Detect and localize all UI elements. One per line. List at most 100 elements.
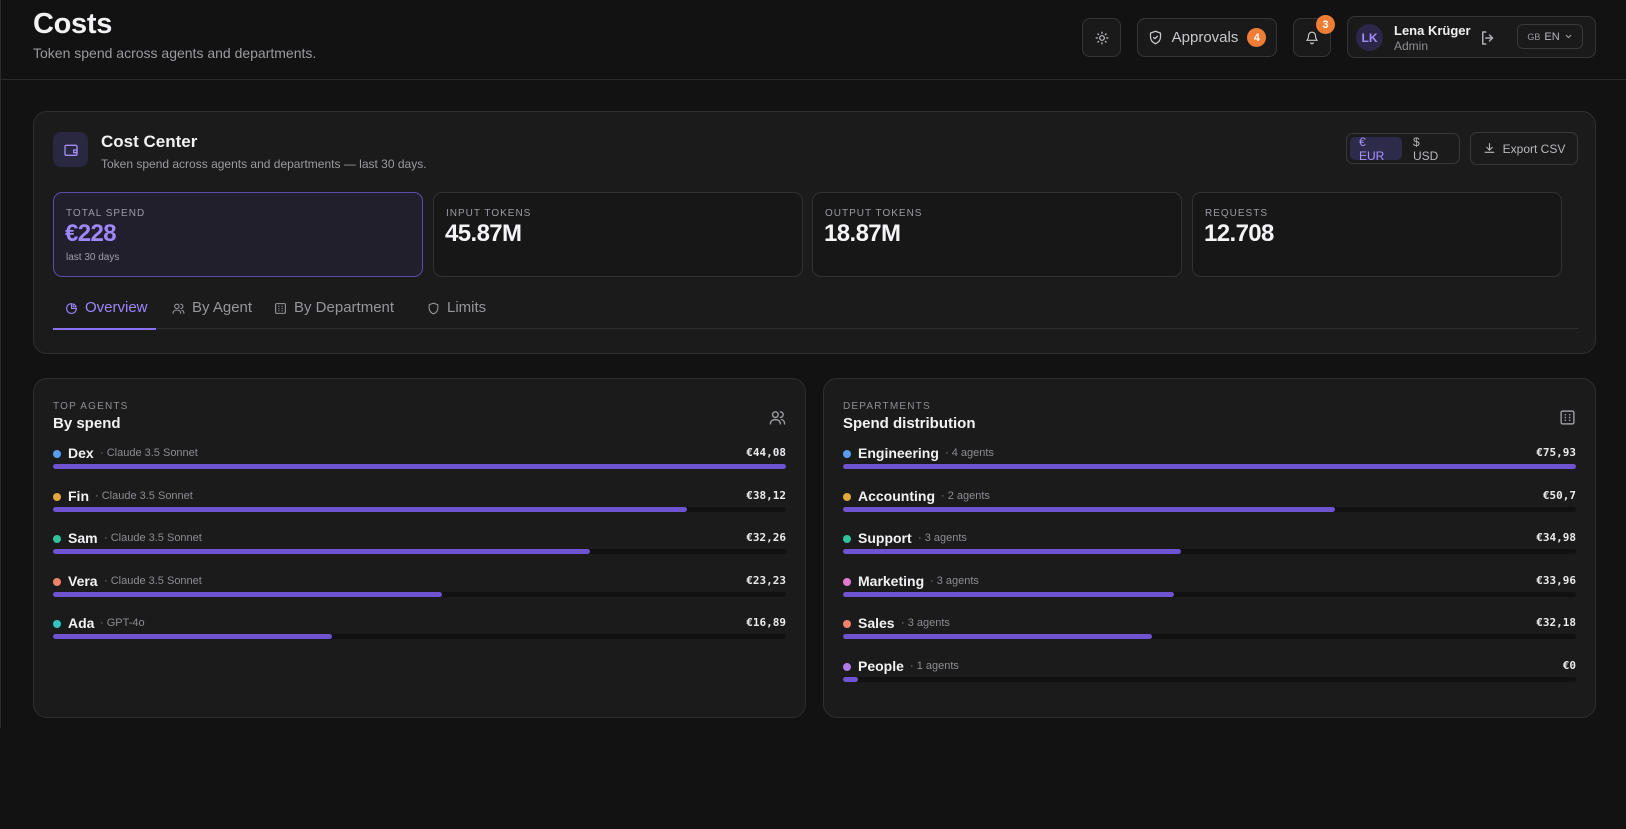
row-name: Fin xyxy=(68,487,89,504)
color-dot xyxy=(53,450,61,458)
panel-eyebrow: DEPARTMENTS xyxy=(843,401,931,412)
color-dot xyxy=(53,577,61,586)
building-icon xyxy=(275,303,286,314)
cost-tabs: Overview By Agent By Department Limits xyxy=(53,295,1578,330)
currency-eur-button[interactable]: € EUR xyxy=(1350,135,1402,163)
shield-check-icon xyxy=(1149,30,1161,45)
row-amount: €16,89 xyxy=(746,616,786,629)
progress-fill xyxy=(53,634,332,639)
agent-row[interactable]: Fin · Claude 3.5 Sonnet €38,12 xyxy=(53,488,786,524)
shield-icon xyxy=(428,302,439,315)
page-header: Costs Token spend across agents and depa… xyxy=(0,0,1626,80)
tab-limits[interactable]: Limits xyxy=(427,295,486,329)
currency-toggle: € EUR $ USD xyxy=(1346,133,1460,164)
agent-row[interactable]: Ada · GPT-4o €16,89 xyxy=(53,615,786,651)
color-dot xyxy=(53,620,61,628)
user-name: Lena Krüger xyxy=(1394,23,1471,38)
tab-overview[interactable]: Overview xyxy=(53,295,156,330)
users-icon xyxy=(172,303,185,314)
notifications-button[interactable]: 3 xyxy=(1293,15,1335,57)
page-subtitle: Token spend across agents and department… xyxy=(33,45,317,61)
row-meta: · 2 agents xyxy=(941,489,990,502)
color-dot xyxy=(843,620,851,628)
row-meta: · 1 agents xyxy=(910,659,959,672)
progress-fill xyxy=(53,549,590,554)
stat-label: INPUT TOKENS xyxy=(446,208,532,219)
users-icon xyxy=(769,411,786,425)
stat-value: €228 xyxy=(65,220,117,247)
progress-track xyxy=(843,549,1576,554)
stat-label: REQUESTS xyxy=(1205,208,1269,219)
cost-center-panel: Cost Center Token spend across agents an… xyxy=(33,111,1596,354)
color-dot xyxy=(53,535,61,543)
row-amount: €0 xyxy=(1562,658,1576,672)
stat-total-spend[interactable]: TOTAL SPEND €228 last 30 days xyxy=(53,192,423,277)
department-row[interactable]: Sales · 3 agents €32,18 xyxy=(843,615,1576,651)
tab-label: Limits xyxy=(447,299,487,316)
row-meta: · 3 agents xyxy=(930,574,979,587)
tab-label: By Department xyxy=(294,299,395,316)
row-name: Sam xyxy=(68,530,98,546)
progress-track xyxy=(843,464,1576,469)
chevron-down-icon xyxy=(1565,34,1571,39)
progress-track xyxy=(53,591,786,597)
stat-requests: REQUESTS 12.708 xyxy=(1192,192,1562,277)
export-csv-button[interactable]: Export CSV xyxy=(1470,132,1578,165)
notifications-count-badge: 3 xyxy=(1316,15,1335,34)
theme-toggle-button[interactable] xyxy=(1082,18,1121,57)
progress-fill xyxy=(843,676,858,682)
building-icon xyxy=(1560,410,1575,425)
stat-input-tokens: INPUT TOKENS 45.87M xyxy=(433,192,803,277)
wallet-icon xyxy=(53,132,88,167)
progress-fill xyxy=(53,464,786,469)
color-dot xyxy=(843,577,851,586)
download-icon xyxy=(1484,143,1495,153)
export-csv-label: Export CSV xyxy=(1502,141,1566,156)
department-row[interactable]: Engineering · 4 agents €75,93 xyxy=(843,445,1576,481)
left-divider xyxy=(0,0,1,728)
tab-label: By Agent xyxy=(192,299,253,316)
currency-usd-button[interactable]: $ USD xyxy=(1413,134,1439,163)
color-dot xyxy=(843,662,851,671)
department-row[interactable]: Support · 3 agents €34,98 xyxy=(843,530,1576,566)
row-amount: €50,7 xyxy=(1542,488,1576,502)
progress-fill xyxy=(843,549,1181,554)
flag-icon: GB xyxy=(1527,31,1541,42)
stat-note: last 30 days xyxy=(66,252,120,263)
row-name: Accounting xyxy=(858,487,935,504)
progress-track xyxy=(843,634,1576,639)
tab-by-department[interactable]: By Department xyxy=(274,295,394,329)
department-row[interactable]: People · 1 agents €0 xyxy=(843,658,1576,694)
row-name: People xyxy=(858,657,904,674)
language-selector[interactable]: GB EN xyxy=(1517,24,1583,49)
row-amount: €34,98 xyxy=(1536,531,1576,544)
row-meta: · Claude 3.5 Sonnet xyxy=(100,447,198,459)
progress-track xyxy=(53,464,786,469)
agent-row[interactable]: Vera · Claude 3.5 Sonnet €23,23 xyxy=(53,573,786,609)
row-amount: €32,18 xyxy=(1536,616,1576,629)
top-agents-panel: TOP AGENTS By spend Dex · Claude 3.5 Sonn… xyxy=(33,378,806,718)
agent-row[interactable]: Dex · Claude 3.5 Sonnet €44,08 xyxy=(53,445,786,481)
row-name: Engineering xyxy=(858,445,939,461)
progress-track xyxy=(843,676,1576,682)
row-name: Ada xyxy=(68,615,95,631)
logout-icon[interactable] xyxy=(1479,29,1497,47)
color-dot xyxy=(843,492,851,501)
row-amount: €75,93 xyxy=(1536,446,1576,459)
row-name: Vera xyxy=(68,572,98,589)
bell-icon xyxy=(1306,31,1318,44)
row-amount: €44,08 xyxy=(746,446,786,459)
row-amount: €33,96 xyxy=(1536,573,1576,587)
department-row[interactable]: Marketing · 3 agents €33,96 xyxy=(843,573,1576,609)
tab-label: Overview xyxy=(85,299,148,316)
approvals-button[interactable]: Approvals 4 xyxy=(1137,18,1277,57)
user-menu[interactable]: LK Lena Krüger Admin GB EN xyxy=(1347,16,1596,58)
stat-value: 45.87M xyxy=(445,220,522,247)
tab-by-agent[interactable]: By Agent xyxy=(172,295,252,329)
language-code: EN xyxy=(1544,30,1560,43)
department-row[interactable]: Accounting · 2 agents €50,7 xyxy=(843,488,1576,524)
row-name: Support xyxy=(858,530,912,546)
agent-row[interactable]: Sam · Claude 3.5 Sonnet €32,26 xyxy=(53,530,786,566)
stat-value: 12.708 xyxy=(1204,220,1274,247)
panel-title: Spend distribution xyxy=(843,415,976,432)
